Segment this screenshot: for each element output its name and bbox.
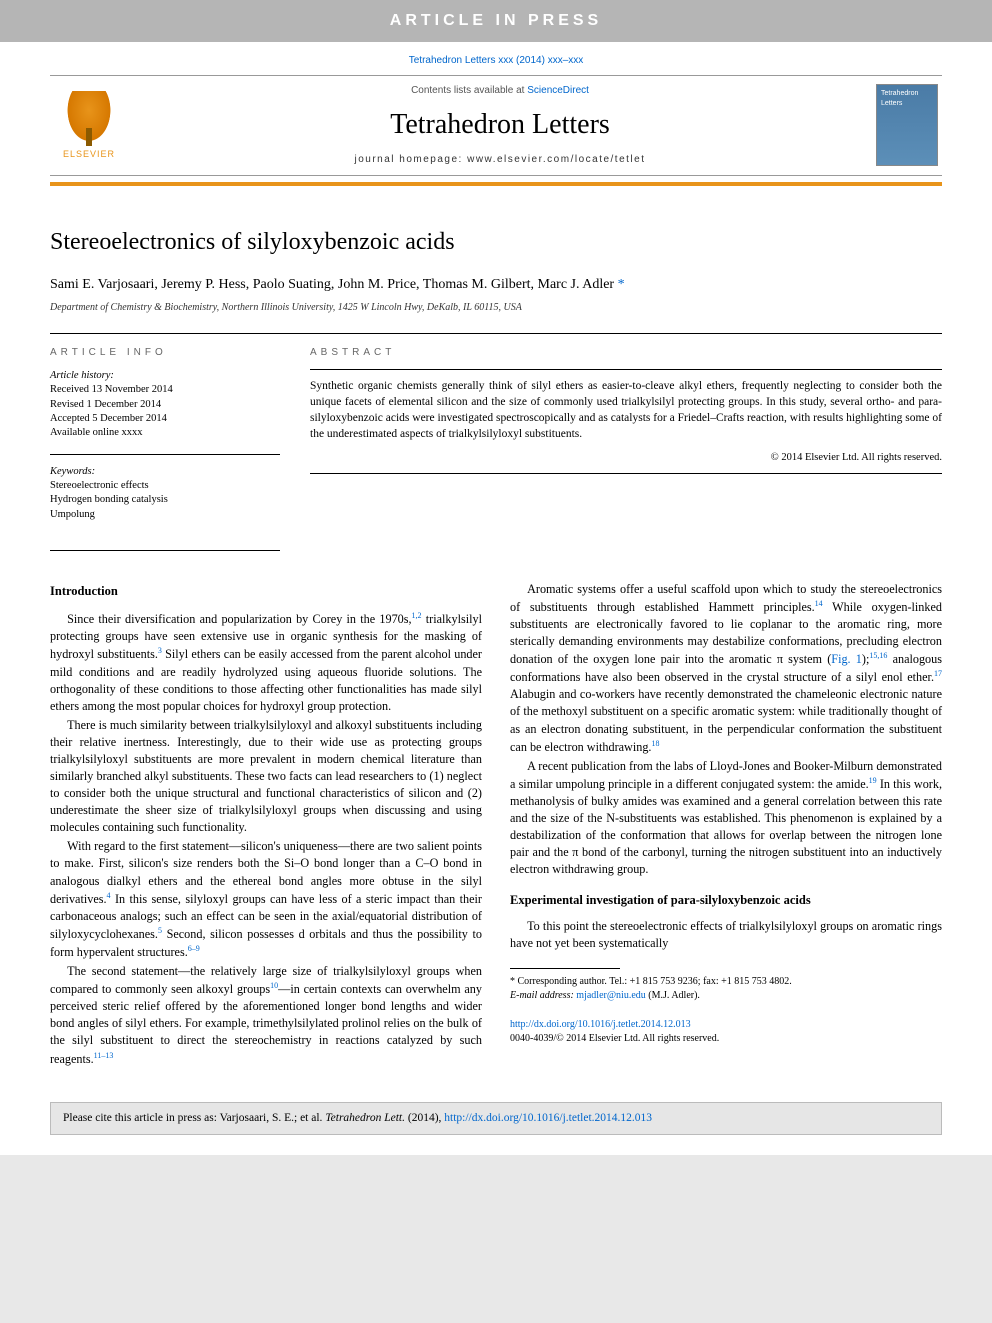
- para-2: There is much similarity between trialky…: [50, 717, 482, 837]
- keywords-block: Keywords: Stereoelectronic effects Hydro…: [50, 465, 280, 522]
- footnotes: * Corresponding author. Tel.: +1 815 753…: [510, 975, 942, 1002]
- ref-11-13[interactable]: 11–13: [94, 1051, 114, 1060]
- cite-year: (2014),: [405, 1112, 444, 1124]
- history-online: Available online xxxx: [50, 427, 143, 438]
- history-label: Article history:: [50, 370, 114, 381]
- abs-rule-top: [310, 369, 942, 370]
- ref-18[interactable]: 18: [651, 739, 659, 748]
- email-link[interactable]: mjadler@niu.edu: [576, 990, 645, 1001]
- info-rule-bottom: [50, 550, 280, 551]
- p6b: In this work, methanolysis of bulky amid…: [510, 777, 942, 876]
- article-history: Article history: Received 13 November 20…: [50, 369, 280, 440]
- elsevier-tree-icon: [64, 91, 114, 146]
- cite-footer: Please cite this article in press as: Va…: [50, 1102, 942, 1136]
- email-label: E-mail address:: [510, 990, 576, 1001]
- footnote-email-line: E-mail address: mjadler@niu.edu (M.J. Ad…: [510, 989, 942, 1003]
- email-suffix: (M.J. Adler).: [646, 990, 700, 1001]
- in-press-banner: ARTICLE IN PRESS: [0, 0, 992, 42]
- elsevier-logo: ELSEVIER: [54, 86, 124, 164]
- affiliation: Department of Chemistry & Biochemistry, …: [50, 301, 942, 315]
- article-title: Stereoelectronics of silyloxybenzoic aci…: [50, 226, 942, 258]
- journal-name: Tetrahedron Letters: [124, 106, 876, 144]
- abs-rule-bot: [310, 473, 942, 474]
- keyword-2: Hydrogen bonding catalysis: [50, 494, 168, 505]
- cite-prefix: Please cite this article in press as: Va…: [63, 1112, 325, 1124]
- p1a: Since their diversification and populari…: [67, 612, 411, 626]
- top-citation: Tetrahedron Letters xxx (2014) xxx–xxx: [0, 42, 992, 76]
- elsevier-label: ELSEVIER: [63, 148, 115, 160]
- authors-line: Sami E. Varjosaari, Jeremy P. Hess, Paol…: [50, 276, 942, 295]
- history-revised: Revised 1 December 2014: [50, 399, 161, 410]
- journal-cover-thumbnail: Tetrahedron Letters: [876, 84, 938, 166]
- ref-1-2[interactable]: 1,2: [412, 611, 422, 620]
- para-4: The second statement—the relatively larg…: [50, 963, 482, 1068]
- keyword-3: Umpolung: [50, 509, 95, 520]
- corresponding-mark: *: [618, 277, 625, 292]
- subheading-experimental: Experimental investigation of para-silyl…: [510, 892, 942, 910]
- footnote-rule: [510, 968, 620, 969]
- info-rule: [50, 454, 280, 455]
- keyword-1: Stereoelectronic effects: [50, 480, 149, 491]
- p5e: Alabugin and co-workers have recently de…: [510, 687, 942, 753]
- ref-15-16[interactable]: 15,16: [869, 651, 887, 660]
- ref-17[interactable]: 17: [934, 669, 942, 678]
- cite-journal: Tetrahedron Lett.: [325, 1112, 405, 1124]
- ref-10[interactable]: 10: [270, 981, 278, 990]
- journal-homepage: journal homepage: www.elsevier.com/locat…: [124, 153, 876, 167]
- keywords-label: Keywords:: [50, 466, 95, 477]
- article-info-head: ARTICLE INFO: [50, 346, 280, 360]
- para-1: Since their diversification and populari…: [50, 610, 482, 715]
- cite-doi-link[interactable]: http://dx.doi.org/10.1016/j.tetlet.2014.…: [444, 1112, 652, 1124]
- cover-thumb-label: Tetrahedron Letters: [881, 89, 933, 108]
- history-accepted: Accepted 5 December 2014: [50, 413, 167, 424]
- para-7: To this point the stereoelectronic effec…: [510, 918, 942, 952]
- abstract-text: Synthetic organic chemists generally thi…: [310, 378, 942, 442]
- rule-top: [50, 333, 942, 334]
- contents-line: Contents lists available at ScienceDirec…: [124, 84, 876, 98]
- para-3: With regard to the first statement—silic…: [50, 838, 482, 961]
- ref-19[interactable]: 19: [869, 776, 877, 785]
- doi-block: http://dx.doi.org/10.1016/j.tetlet.2014.…: [510, 1018, 942, 1046]
- ref-14[interactable]: 14: [815, 599, 823, 608]
- fig-1-link[interactable]: Fig. 1: [831, 652, 862, 666]
- sciencedirect-link[interactable]: ScienceDirect: [527, 85, 589, 96]
- journal-header: ELSEVIER Contents lists available at Sci…: [50, 75, 942, 176]
- subhead2-text: Experimental investigation of para-silyl…: [510, 893, 811, 907]
- footnote-corresponding: * Corresponding author. Tel.: +1 815 753…: [510, 975, 942, 989]
- doi-copyright: 0040-4039/© 2014 Elsevier Ltd. All right…: [510, 1033, 719, 1044]
- para-6: A recent publication from the labs of Ll…: [510, 758, 942, 879]
- abstract-copyright: © 2014 Elsevier Ltd. All rights reserved…: [310, 451, 942, 465]
- abstract-head: ABSTRACT: [310, 346, 942, 360]
- ref-6-9[interactable]: 6–9: [188, 944, 200, 953]
- history-received: Received 13 November 2014: [50, 384, 173, 395]
- contents-prefix: Contents lists available at: [411, 85, 527, 96]
- authors-names: Sami E. Varjosaari, Jeremy P. Hess, Paol…: [50, 277, 614, 292]
- para-5: Aromatic systems offer a useful scaffold…: [510, 581, 942, 756]
- intro-heading: Introduction: [50, 583, 482, 601]
- doi-link[interactable]: http://dx.doi.org/10.1016/j.tetlet.2014.…: [510, 1019, 691, 1030]
